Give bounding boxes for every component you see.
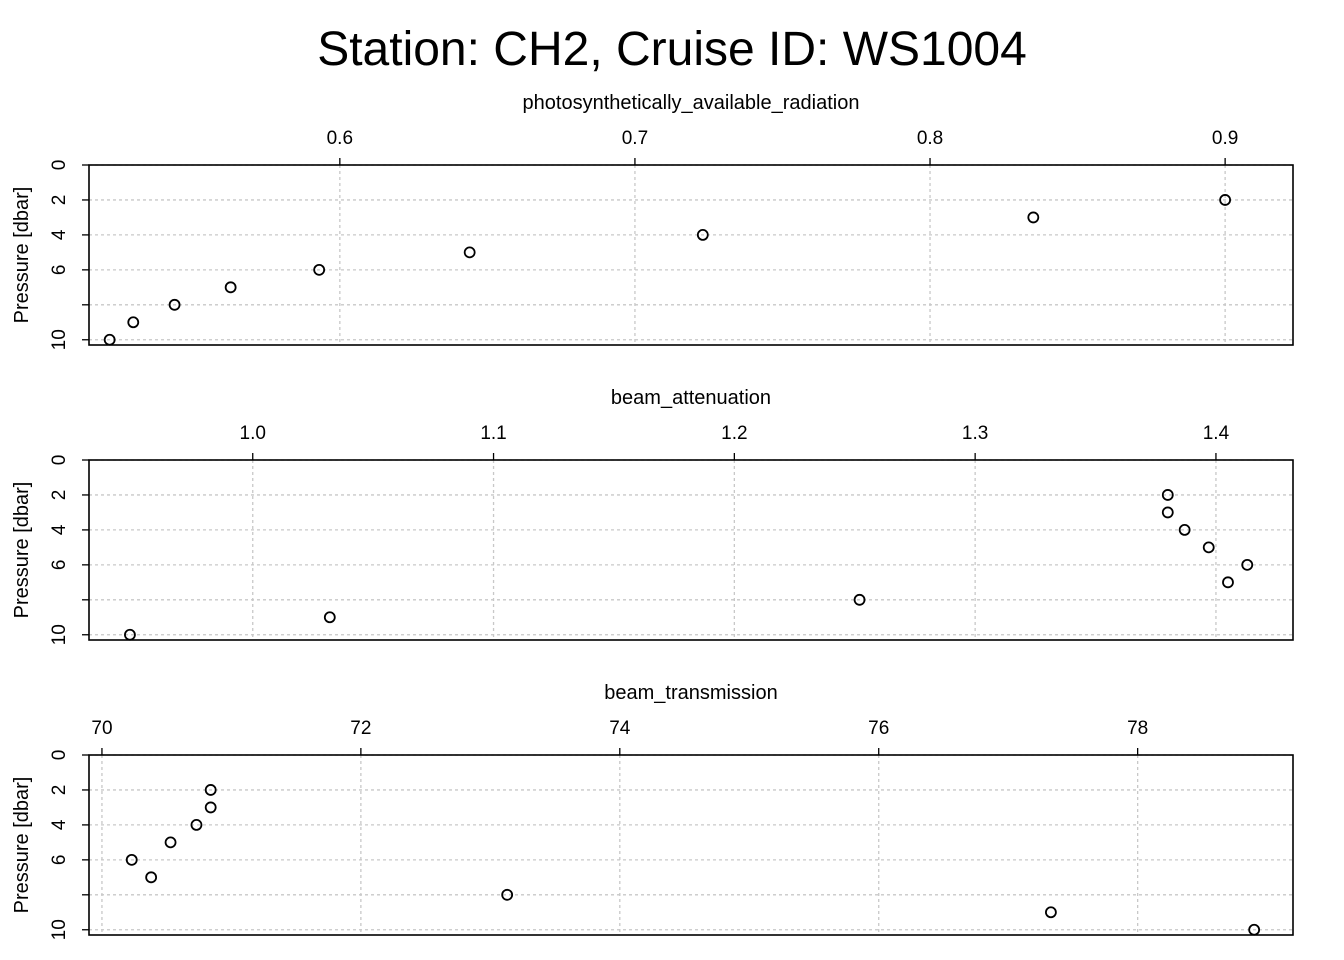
y-tick-label: 10	[49, 329, 70, 350]
data-point	[1241, 558, 1254, 571]
y-tick-label: 2	[49, 195, 70, 206]
data-point	[1178, 524, 1191, 536]
y-axis-label: Pressure [dbar]	[11, 777, 33, 914]
y-tick-label: 4	[49, 524, 70, 535]
x-axis-label: photosynthetically_available_radiation	[523, 92, 860, 114]
data-point	[501, 888, 514, 901]
x-tick-label: 78	[1127, 718, 1148, 739]
data-point	[127, 316, 140, 329]
y-tick-label: 10	[49, 919, 70, 940]
x-tick-label: 0.8	[917, 128, 943, 149]
panel-1: 0.6 0.7 0.8 0.9 photosynthetically_available…	[11, 92, 1294, 350]
x-tick-label: 1.2	[721, 423, 747, 444]
data-point	[1027, 211, 1040, 224]
data-point	[204, 784, 217, 796]
panel-2: 1.0 1.1 1.2 1.3 1.4 beam_attenuation 0 2 4 6 10 Pre…	[11, 387, 1294, 645]
y-tick-label: 6	[49, 560, 70, 571]
y-tick-label: 4	[49, 819, 70, 830]
x-tick-label: 0.9	[1212, 128, 1238, 149]
x-tick-label: 1.3	[962, 423, 988, 444]
data-point	[190, 819, 203, 831]
data-point	[1219, 194, 1232, 206]
y-tick-label: 0	[49, 455, 70, 466]
y-axis-label: Pressure [dbar]	[11, 482, 33, 619]
y-tick-label: 6	[49, 265, 70, 276]
plot-frame	[88, 754, 1294, 936]
y-tick-label: 2	[49, 490, 70, 501]
data-point	[204, 801, 217, 814]
x-axis-label: beam_attenuation	[611, 387, 771, 409]
y-tick-label: 0	[49, 750, 70, 761]
x-tick-label: 0.7	[622, 128, 648, 149]
x-tick-label: 72	[350, 718, 371, 739]
panel-3: 70 72 74 76 78 beam_transmission 0 2 4 6 10 Pressur…	[11, 682, 1294, 940]
y-tick-label: 4	[49, 229, 70, 240]
data-point	[145, 871, 158, 884]
y-tick-label: 10	[49, 624, 70, 645]
data-point	[313, 263, 326, 276]
chart-title: Station: CH2, Cruise ID: WS1004	[317, 23, 1027, 76]
y-tick-label: 2	[49, 785, 70, 796]
data-point	[1045, 906, 1057, 919]
y-tick-label: 6	[49, 855, 70, 866]
x-tick-label: 1.0	[240, 423, 266, 444]
data-point	[168, 298, 181, 311]
x-axis-label: beam_transmission	[604, 682, 777, 704]
x-tick-label: 74	[609, 718, 631, 739]
x-tick-label: 76	[868, 718, 889, 739]
x-tick-label: 1.4	[1203, 423, 1230, 444]
data-point	[125, 853, 138, 866]
data-point	[1222, 576, 1234, 589]
x-tick-label: 70	[91, 718, 112, 739]
data-point	[323, 611, 336, 624]
data-point	[164, 836, 177, 849]
data-point	[1161, 506, 1174, 519]
plot-frame	[88, 164, 1294, 346]
y-axis-label: Pressure [dbar]	[11, 187, 33, 324]
data-point	[1248, 923, 1261, 936]
data-point	[124, 628, 136, 641]
y-tick-label: 0	[49, 160, 70, 171]
data-point	[224, 281, 237, 294]
data-point	[463, 246, 476, 259]
plot-frame	[88, 459, 1294, 641]
x-tick-label: 1.1	[480, 423, 506, 444]
x-tick-label: 0.6	[327, 128, 353, 149]
data-point	[1161, 489, 1174, 501]
data-point	[696, 229, 709, 241]
data-point	[103, 333, 116, 346]
data-point	[853, 593, 866, 606]
data-point	[1202, 541, 1215, 554]
